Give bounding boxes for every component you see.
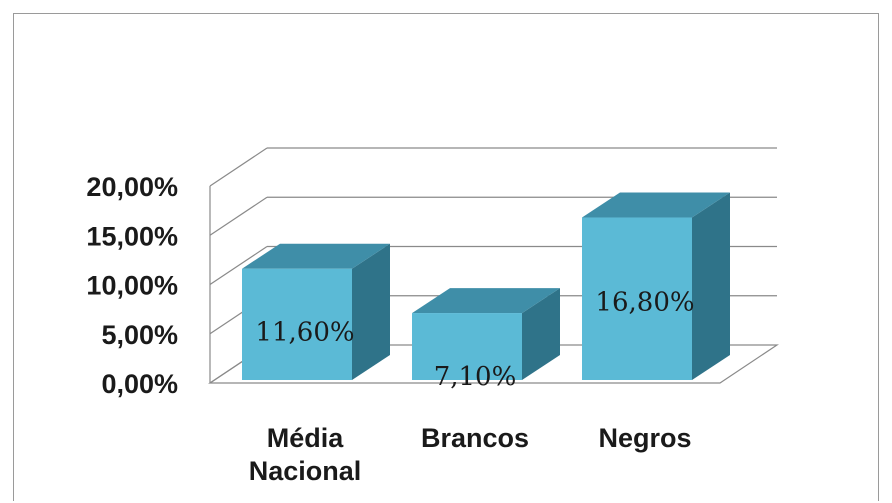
category-label-line: Brancos [421,423,529,453]
y-tick-label: 20,00% [86,172,178,202]
bar [242,243,390,380]
y-tick-label: 5,00% [101,320,178,350]
data-labels: 11,60% 7,10% 16,80% [255,288,694,393]
y-tick-label: 10,00% [86,271,178,301]
y-tick-label: 15,00% [86,221,178,251]
gridline-depth [209,246,268,285]
chart-frame [13,13,879,501]
bar-front [242,268,352,380]
category-label-line: Média [267,423,345,453]
bar-top [412,288,560,314]
bar-front [412,313,522,380]
bars [242,192,730,380]
bar-top [582,192,730,218]
gridline-depth [209,147,268,187]
y-axis-ticks: 0,00% 5,00% 10,00% 15,00% 20,00% [86,172,178,399]
category-label: Média Nacional [249,423,362,486]
bar [412,288,560,380]
category-label-line: Negros [598,423,691,453]
category-label-line: Nacional [249,456,362,486]
y-tick-label: 0,00% [101,369,178,399]
category-label: Negros [598,423,691,453]
gridline-depth [209,196,268,236]
bar [582,192,730,380]
bar-side [522,288,560,380]
data-label: 7,10% [434,362,517,392]
bar-top [242,243,390,269]
bar-side [352,243,390,380]
bar-side [692,192,730,380]
data-label: 16,80% [595,288,694,318]
x-axis-categories: Média Nacional Brancos Negros [249,423,692,486]
bar-front [582,217,692,380]
data-label: 11,60% [255,318,354,348]
category-label: Brancos [421,423,529,453]
